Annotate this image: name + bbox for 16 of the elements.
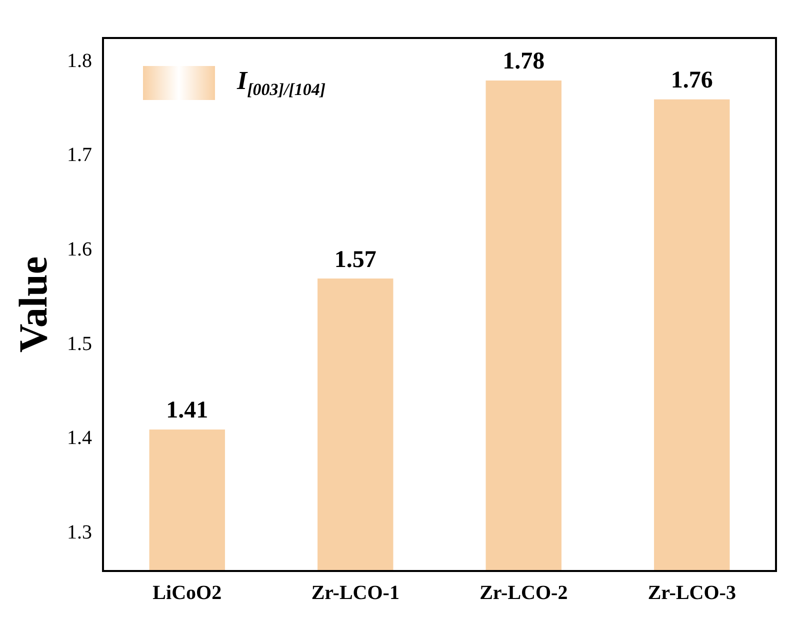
x-tick-label: LiCoO2 <box>152 582 222 604</box>
y-tick-label: 1.3 <box>67 522 92 544</box>
data-label: 1.57 <box>334 246 376 273</box>
x-tick-label: Zr-LCO-3 <box>648 582 736 604</box>
data-label: 1.76 <box>670 68 713 94</box>
legend-label: I$_{[003]/[104]}$ <box>237 66 326 100</box>
y-tick-label: 1.8 <box>67 50 92 72</box>
y-tick-label: 1.5 <box>67 332 92 355</box>
y-tick-label: 1.7 <box>67 144 92 166</box>
x-tick-label: Zr-LCO-2 <box>480 582 568 604</box>
data-label: 1.78 <box>502 48 545 75</box>
y-axis-title: Value <box>10 256 56 353</box>
data-label: 1.41 <box>166 398 208 424</box>
x-tick-label: Zr-LCO-1 <box>311 582 400 604</box>
y-tick-label: 1.4 <box>67 427 92 450</box>
y-tick-label: 1.6 <box>67 238 92 261</box>
